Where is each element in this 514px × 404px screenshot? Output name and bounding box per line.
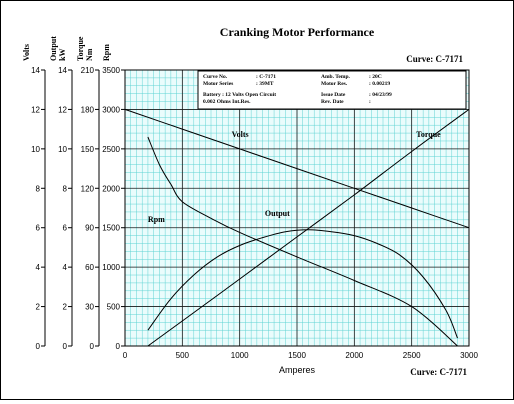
series-line-rpm [147,136,458,347]
x-tick-label: 1000 [231,351,249,360]
series-line-output [147,229,458,339]
y-tick-label: 0 [36,342,41,351]
y-tick-label: 12 [58,105,67,114]
y-tick-label: 0 [90,342,95,351]
y-tick-label: 2500 [102,145,120,154]
chart-title: Cranking Motor Performance [220,25,375,39]
plot-grid [124,69,470,347]
y-tick-label: 90 [85,224,94,233]
y-tick-label: 120 [81,184,95,193]
y-tick-label: 2 [36,303,41,312]
y-axis-title: Rpm [102,44,111,61]
y-tick-label: 3500 [102,66,120,75]
curve-label-top: Curve: C-7171 [406,54,463,64]
y-tick-label: 0 [63,342,68,351]
info-box-text: Curve No. [203,74,228,80]
x-tick-label: 0 [123,351,128,360]
info-box-text: : 04/23/99 [369,92,392,98]
series-output: Output [147,209,458,339]
info-box-text: Motor Res. [321,81,348,87]
y-tick-label: 6 [36,224,41,233]
data-series: Volts Torque Output Rpm [124,108,470,347]
series-rpm: Rpm [147,136,458,347]
info-box-text: Battery : 12 Volts Open Circuit [203,92,276,98]
y-tick-label: 10 [58,145,67,154]
info-box-text: Issue Date [321,92,346,98]
y-axis-title: kW [58,49,67,61]
y-tick-label: 14 [58,66,67,75]
y-axis-rpm: 0 500 1000 1500 2000 2500 3000 3500 Rpm [102,44,125,351]
y-axis-title: Volts [22,44,31,61]
curve-label-bottom: Curve: C-7171 [410,367,467,377]
series-label-output: Output [265,209,290,218]
info-box-text: : 39MT [256,81,274,87]
y-tick-label: 210 [81,66,95,75]
y-tick-label: 8 [63,184,68,193]
y-axis-title: Torque [76,36,85,61]
info-box-text: : C-7171 [256,74,276,80]
y-axis-torque: 0 30 60 90 120 150 180 210 Torque Nm [76,36,100,351]
info-box-text: Rev. Date [321,99,344,105]
series-line-volts [124,108,470,229]
y-tick-label: 0 [116,342,121,351]
y-tick-label: 14 [31,66,40,75]
x-axis-label: Amperes [279,365,316,375]
series-label-rpm: Rpm [148,215,165,224]
info-box-text: Motor Series [203,81,233,87]
x-tick-labels: 0 500 1000 1500 2000 2500 3000 [123,351,479,360]
y-tick-label: 8 [36,184,41,193]
x-tick-label: 3000 [460,351,478,360]
y-tick-label: 30 [85,303,94,312]
info-box: Curve No. : C-7171 Amb. Temp. : 20C Motor Se… [197,70,467,110]
y-tick-label: 4 [36,263,41,272]
info-box-text: : 0.00219 [369,81,390,87]
series-line-torque [147,108,470,347]
x-tick-label: 1500 [288,351,306,360]
x-tick-label: 2500 [403,351,421,360]
y-tick-label: 10 [31,145,40,154]
x-tick-label: 500 [176,351,190,360]
series-label-torque: Torque [416,130,441,139]
y-axis-title: Nm [85,48,94,61]
y-tick-label: 3000 [102,105,120,114]
info-box-text: : [369,99,371,105]
y-tick-label: 180 [81,105,95,114]
y-tick-label: 4 [63,263,68,272]
plot-border [124,69,470,347]
y-tick-label: 500 [107,303,121,312]
x-tick-label: 2000 [345,351,363,360]
info-box-text: Amb. Temp. [321,74,351,80]
y-tick-label: 12 [31,105,40,114]
y-tick-label: 1500 [102,224,120,233]
info-box-text: : 20C [369,74,382,80]
info-box-panel [197,70,467,110]
y-tick-label: 1000 [102,263,120,272]
series-label-volts: Volts [232,130,249,139]
y-tick-label: 60 [85,263,94,272]
y-axis-title: Output [49,36,58,61]
y-tick-label: 2000 [102,184,120,193]
info-box-text: 0.002 Ohms Int.Res. [203,99,251,105]
series-volts: Volts [124,108,470,229]
series-torque: Torque [147,108,470,347]
y-tick-label: 6 [63,224,68,233]
y-tick-label: 2 [63,303,68,312]
y-tick-label: 150 [81,145,95,154]
